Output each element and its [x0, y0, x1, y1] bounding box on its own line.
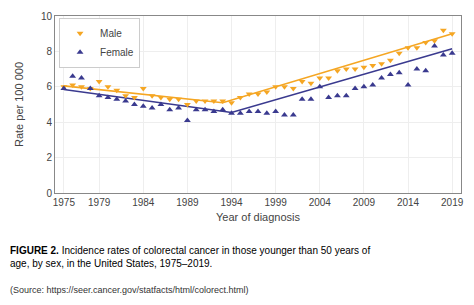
svg-text:1994: 1994: [220, 197, 243, 208]
svg-text:2009: 2009: [353, 197, 376, 208]
svg-text:6: 6: [46, 81, 52, 92]
svg-text:1975: 1975: [53, 197, 76, 208]
svg-text:Female: Female: [100, 47, 134, 58]
svg-text:Male: Male: [100, 28, 122, 39]
svg-text:8: 8: [46, 46, 52, 57]
svg-text:(Source: https://seer.cancer.g: (Source: https://seer.cancer.gov/statfac…: [10, 285, 249, 295]
svg-text:Year of diagnosis: Year of diagnosis: [216, 211, 300, 223]
svg-text:2014: 2014: [397, 197, 420, 208]
svg-text:2019: 2019: [441, 197, 464, 208]
svg-text:0: 0: [46, 188, 52, 199]
svg-text:Rate per 100 000: Rate per 100 000: [13, 62, 25, 147]
svg-text:1999: 1999: [265, 197, 288, 208]
svg-text:1984: 1984: [132, 197, 155, 208]
svg-text:2: 2: [46, 152, 52, 163]
svg-text:2004: 2004: [309, 197, 332, 208]
svg-text:FIGURE 2. Incidence rates of c: FIGURE 2. Incidence rates of colorectal …: [10, 245, 370, 269]
svg-text:10: 10: [41, 11, 53, 22]
svg-text:1989: 1989: [176, 197, 199, 208]
svg-text:1979: 1979: [88, 197, 111, 208]
svg-text:4: 4: [46, 117, 52, 128]
